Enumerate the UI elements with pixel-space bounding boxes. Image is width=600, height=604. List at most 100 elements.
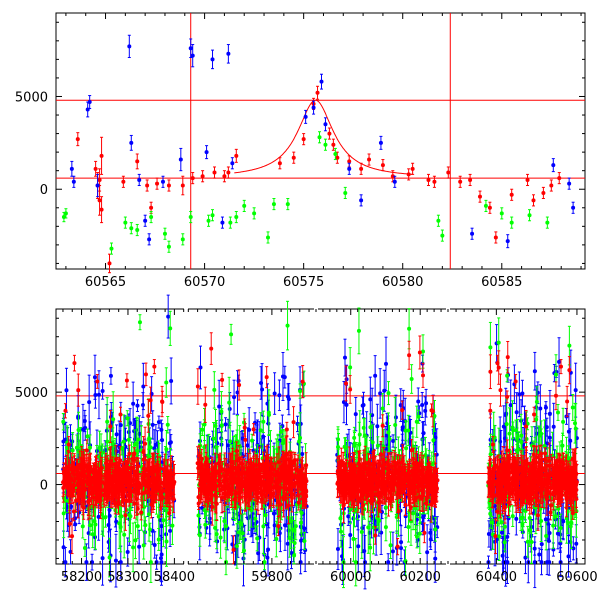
data-point (574, 542, 578, 546)
data-point (224, 422, 228, 426)
data-point (117, 521, 121, 525)
data-point (148, 528, 152, 532)
red-data-point (135, 154, 139, 169)
data-point (241, 556, 245, 560)
data-point (506, 239, 510, 243)
data-point (101, 556, 105, 560)
data-point (191, 176, 195, 180)
x-tick-label: 60565 (85, 275, 126, 290)
x-tick-label: 60580 (382, 275, 423, 290)
data-point (228, 407, 232, 411)
data-point (424, 401, 428, 405)
red-data-point (411, 163, 415, 174)
data-point (549, 184, 553, 188)
data-point (217, 404, 221, 408)
data-point (226, 171, 230, 175)
data-point (207, 219, 211, 223)
blue-data-point (506, 235, 510, 248)
data-point (298, 436, 302, 440)
green-data-point (318, 132, 322, 143)
green-data-point (123, 217, 127, 228)
data-point (343, 191, 347, 195)
data-point (235, 544, 239, 548)
blue-data-point (137, 174, 141, 185)
data-point (142, 543, 146, 547)
blue-data-point (319, 74, 323, 89)
data-point (283, 375, 287, 379)
data-point (155, 560, 159, 564)
data-point (302, 137, 306, 141)
data-point (458, 180, 462, 184)
data-point (201, 174, 205, 178)
green-data-point (165, 517, 169, 567)
data-point (557, 360, 561, 364)
data-point (213, 171, 217, 175)
data-point (286, 542, 290, 546)
data-point (361, 404, 365, 408)
data-point (141, 384, 145, 388)
data-point (214, 445, 218, 449)
data-point (407, 172, 411, 176)
data-point (228, 439, 232, 443)
data-point (514, 517, 518, 521)
data-point (155, 182, 159, 186)
data-point (266, 235, 270, 239)
blue-data-point (470, 228, 474, 239)
green-data-point (211, 210, 215, 221)
data-point (261, 435, 265, 439)
data-point (391, 549, 395, 553)
red-data-point (510, 189, 514, 200)
green-data-point (266, 232, 270, 243)
data-point (436, 219, 440, 223)
green-data-point (163, 228, 167, 239)
data-point (426, 178, 430, 182)
blue-data-point (424, 389, 428, 417)
blue-data-point (232, 380, 236, 414)
data-point (220, 221, 224, 225)
blue-data-point (88, 96, 92, 109)
data-point (265, 556, 269, 560)
red-data-point (367, 154, 371, 165)
data-point (100, 154, 104, 158)
data-point (81, 524, 85, 528)
data-point (540, 542, 544, 546)
data-point (101, 389, 105, 393)
red-data-point (155, 178, 159, 189)
data-point (115, 432, 119, 436)
data-point (540, 560, 544, 564)
data-point (127, 438, 131, 442)
blue-data-point (391, 532, 395, 570)
data-point (122, 440, 126, 444)
blue-data-point (93, 355, 97, 399)
data-point (88, 100, 92, 104)
data-point (107, 540, 111, 544)
data-point (273, 392, 277, 396)
red-data-point (426, 174, 430, 185)
data-point (149, 206, 153, 210)
red-data-point (302, 134, 306, 145)
red-data-point (557, 173, 561, 184)
data-point (123, 221, 127, 225)
data-point (379, 141, 383, 145)
green-data-point (234, 211, 238, 222)
data-point (131, 402, 135, 406)
data-point (179, 158, 183, 162)
green-data-point (252, 208, 256, 219)
data-point (88, 446, 92, 450)
data-point (362, 549, 366, 553)
green-data-point (528, 210, 532, 221)
data-point (145, 184, 149, 188)
data-point (157, 537, 161, 541)
blue-data-point (299, 551, 303, 574)
data-point (247, 428, 251, 432)
blue-data-point (86, 102, 90, 117)
blue-data-point (423, 397, 427, 425)
red-data-point (191, 173, 195, 184)
blue-data-point (348, 522, 352, 547)
green-data-point (272, 199, 276, 210)
data-point (300, 452, 304, 456)
data-point (242, 204, 246, 208)
model-curve (234, 100, 412, 174)
green-data-point (181, 234, 185, 245)
